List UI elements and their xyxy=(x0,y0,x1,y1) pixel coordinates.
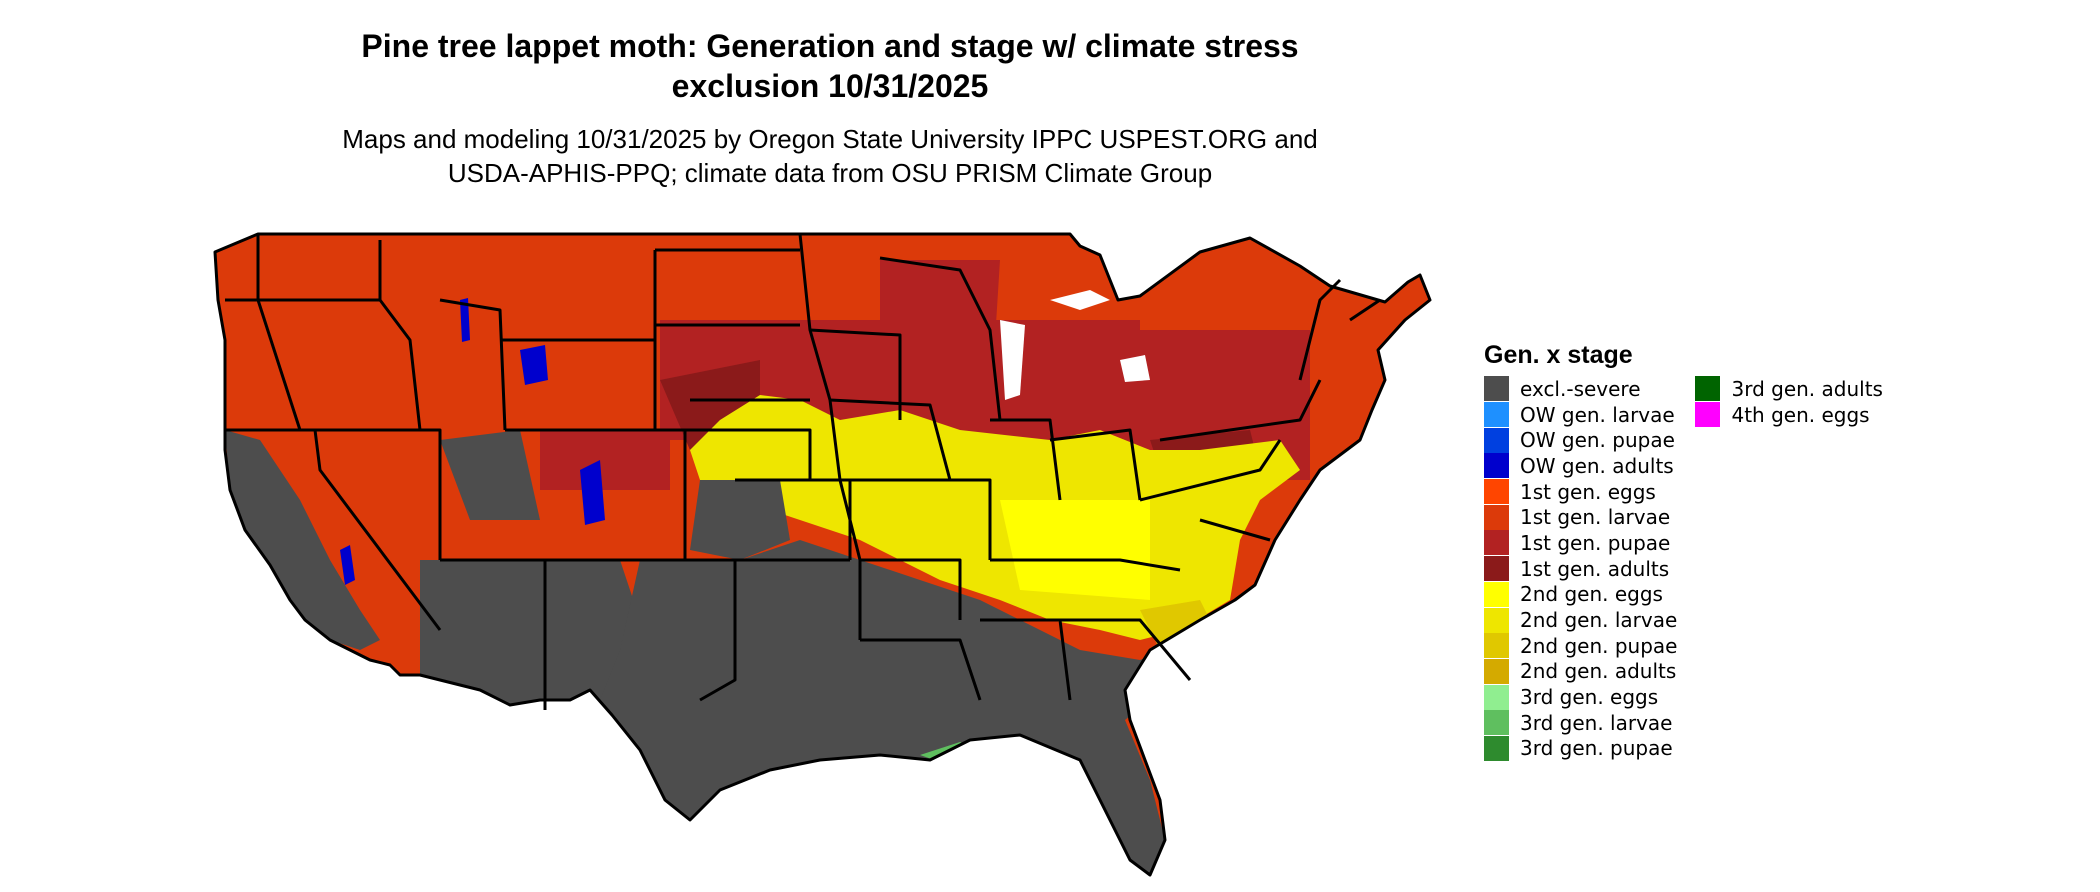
legend-column: excl.-severe OW gen. larvae OW gen. pupae O… xyxy=(1484,376,1677,761)
legend-column: 3rd gen. adults 4th gen. eggs xyxy=(1695,376,1883,761)
map-legend: Gen. x stage excl.-severe OW gen. larvae O… xyxy=(1484,340,1883,761)
legend-swatch xyxy=(1484,376,1509,402)
legend-label: 3rd gen. pupae xyxy=(1520,736,1673,761)
legend-item: OW gen. larvae xyxy=(1484,402,1677,428)
legend-item: 3rd gen. eggs xyxy=(1484,684,1677,710)
legend-item: OW gen. adults xyxy=(1484,453,1677,479)
legend-item: 3rd gen. pupae xyxy=(1484,735,1677,762)
legend-swatch xyxy=(1484,735,1509,761)
legend-swatch xyxy=(1484,530,1509,556)
legend-item: 1st gen. larvae xyxy=(1484,504,1677,530)
legend-label: 1st gen. eggs xyxy=(1520,479,1656,504)
legend-label: 1st gen. adults xyxy=(1520,556,1670,581)
legend-label: 1st gen. larvae xyxy=(1520,505,1671,530)
legend-swatch xyxy=(1484,556,1509,582)
legend-item: 1st gen. adults xyxy=(1484,556,1677,582)
legend-item: 2nd gen. adults xyxy=(1484,658,1677,685)
legend-swatch xyxy=(1484,427,1509,453)
legend-item: 1st gen. pupae xyxy=(1484,530,1677,556)
legend-swatch xyxy=(1484,504,1509,530)
legend-item: 4th gen. eggs xyxy=(1695,402,1882,428)
legend-label: 2nd gen. pupae xyxy=(1520,633,1678,658)
legend-item: 3rd gen. larvae xyxy=(1484,710,1677,736)
legend-label: 3rd gen. adults xyxy=(1731,376,1883,401)
map-subtitle-line-1: Maps and modeling 10/31/2025 by Oregon S… xyxy=(342,124,1318,154)
legend-swatch xyxy=(1484,402,1509,428)
legend-label: OW gen. larvae xyxy=(1520,402,1675,427)
legend-swatch xyxy=(1484,633,1509,659)
legend-label: 4th gen. eggs xyxy=(1731,402,1870,427)
legend-swatch xyxy=(1484,453,1509,479)
legend-swatch xyxy=(1484,684,1509,710)
legend-item: 2nd gen. larvae xyxy=(1484,607,1677,633)
legend-item: 1st gen. eggs xyxy=(1484,479,1677,505)
legend-swatch xyxy=(1484,581,1509,607)
legend-item: 3rd gen. adults xyxy=(1695,376,1883,402)
legend-label: 2nd gen. adults xyxy=(1520,659,1677,684)
legend-label: 2nd gen. larvae xyxy=(1520,608,1678,633)
legend-swatch xyxy=(1484,710,1509,736)
legend-item: excl.-severe xyxy=(1484,376,1677,402)
legend-swatch xyxy=(1695,376,1721,402)
legend-columns: excl.-severe OW gen. larvae OW gen. pupae O… xyxy=(1484,376,1883,761)
legend-title: Gen. x stage xyxy=(1484,341,1633,369)
legend-label: 3rd gen. larvae xyxy=(1520,710,1673,735)
great-lakes xyxy=(1000,290,1150,400)
legend-label: 1st gen. pupae xyxy=(1520,530,1671,555)
legend-item: 2nd gen. pupae xyxy=(1484,633,1677,659)
legend-label: excl.-severe xyxy=(1520,376,1641,401)
legend-label: OW gen. pupae xyxy=(1520,428,1675,453)
legend-swatch xyxy=(1695,402,1721,428)
legend-label: 2nd gen. eggs xyxy=(1520,582,1663,607)
state-borders xyxy=(213,232,1432,877)
legend-swatch xyxy=(1484,658,1509,684)
map-title-line-1: Pine tree lappet moth: Generation and st… xyxy=(361,28,1299,64)
legend-swatch xyxy=(1484,479,1509,505)
legend-swatch xyxy=(1484,607,1509,633)
map-subtitle-line-2: USDA-APHIS-PPQ; climate data from OSU PR… xyxy=(447,158,1213,188)
legend-item: OW gen. pupae xyxy=(1484,427,1677,453)
legend-item: 2nd gen. eggs xyxy=(1484,581,1677,608)
legend-label: 3rd gen. eggs xyxy=(1520,685,1659,710)
map-title-line-2: exclusion 10/31/2025 xyxy=(671,68,989,104)
legend-label: OW gen. adults xyxy=(1520,453,1674,478)
